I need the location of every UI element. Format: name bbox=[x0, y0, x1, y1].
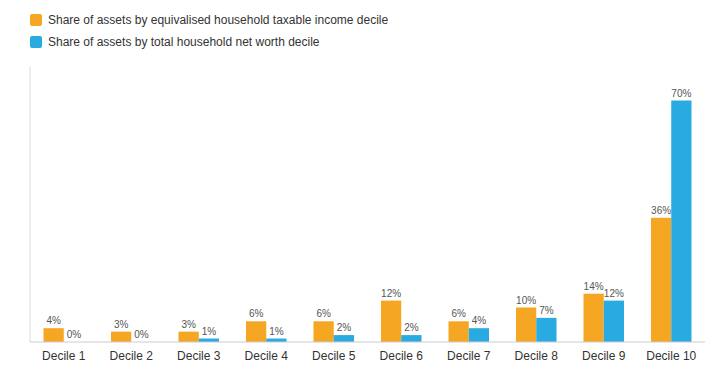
bar bbox=[266, 339, 286, 342]
data-label: 36% bbox=[651, 205, 671, 216]
chart-svg: Share of assets by equivalised household… bbox=[0, 0, 717, 378]
x-tick-labels: Decile 1 Decile 2 Decile 3 Decile 4 Decile 5… bbox=[42, 349, 697, 363]
data-label: 0% bbox=[67, 329, 82, 340]
bar bbox=[44, 328, 64, 342]
data-label: 6% bbox=[249, 308, 264, 319]
bar bbox=[401, 335, 421, 342]
data-label: 7% bbox=[539, 305, 554, 316]
x-tick-label: Decile 5 bbox=[312, 349, 356, 363]
x-axis-line bbox=[30, 342, 705, 343]
data-label: 4% bbox=[472, 315, 487, 326]
data-label: 1% bbox=[269, 326, 284, 337]
x-tick-label: Decile 2 bbox=[110, 349, 154, 363]
data-label: 12% bbox=[381, 288, 401, 299]
x-tick-label: Decile 6 bbox=[380, 349, 424, 363]
data-label: 6% bbox=[451, 308, 466, 319]
x-tick-label: Decile 4 bbox=[245, 349, 289, 363]
bar bbox=[584, 294, 604, 342]
y-axis-line bbox=[30, 66, 31, 342]
x-tick-label: Decile 10 bbox=[646, 349, 696, 363]
bar bbox=[381, 301, 401, 342]
bar bbox=[111, 332, 131, 342]
bar bbox=[334, 335, 354, 342]
legend-label: Share of assets by total household net w… bbox=[48, 35, 320, 49]
data-label: 10% bbox=[516, 295, 536, 306]
data-label: 3% bbox=[114, 319, 129, 330]
data-label: 70% bbox=[671, 88, 691, 99]
bar bbox=[179, 332, 199, 342]
bar bbox=[671, 101, 691, 343]
data-label: 2% bbox=[404, 322, 419, 333]
data-label: 2% bbox=[337, 322, 352, 333]
bars bbox=[44, 101, 692, 343]
data-labels: 4% 3% 3% 6% 6% 12% 6% 10% 14% 36% 0% 0% 1% 1% 2% 2% 4% 7%… bbox=[46, 88, 691, 341]
legend: Share of assets by equivalised household… bbox=[30, 13, 389, 49]
bar bbox=[516, 308, 536, 343]
chart-container: Share of assets by equivalised household… bbox=[0, 0, 717, 378]
data-label: 4% bbox=[46, 315, 61, 326]
bar bbox=[449, 321, 469, 342]
bar bbox=[469, 328, 489, 342]
data-label: 12% bbox=[604, 288, 624, 299]
bar bbox=[199, 339, 219, 342]
data-label: 0% bbox=[134, 329, 149, 340]
x-tick-label: Decile 8 bbox=[515, 349, 559, 363]
data-label: 1% bbox=[202, 326, 217, 337]
bar bbox=[246, 321, 266, 342]
bar bbox=[651, 218, 671, 342]
x-tick-label: Decile 9 bbox=[582, 349, 626, 363]
data-label: 6% bbox=[316, 308, 331, 319]
legend-swatch bbox=[30, 14, 42, 26]
data-label: 14% bbox=[584, 281, 604, 292]
x-tick-label: Decile 3 bbox=[177, 349, 221, 363]
bar bbox=[604, 301, 624, 342]
legend-label: Share of assets by equivalised household… bbox=[48, 13, 389, 27]
x-tick-label: Decile 7 bbox=[447, 349, 491, 363]
bar bbox=[314, 321, 334, 342]
data-label: 3% bbox=[181, 319, 196, 330]
x-tick-label: Decile 1 bbox=[42, 349, 86, 363]
bar bbox=[536, 318, 556, 342]
legend-swatch bbox=[30, 36, 42, 48]
